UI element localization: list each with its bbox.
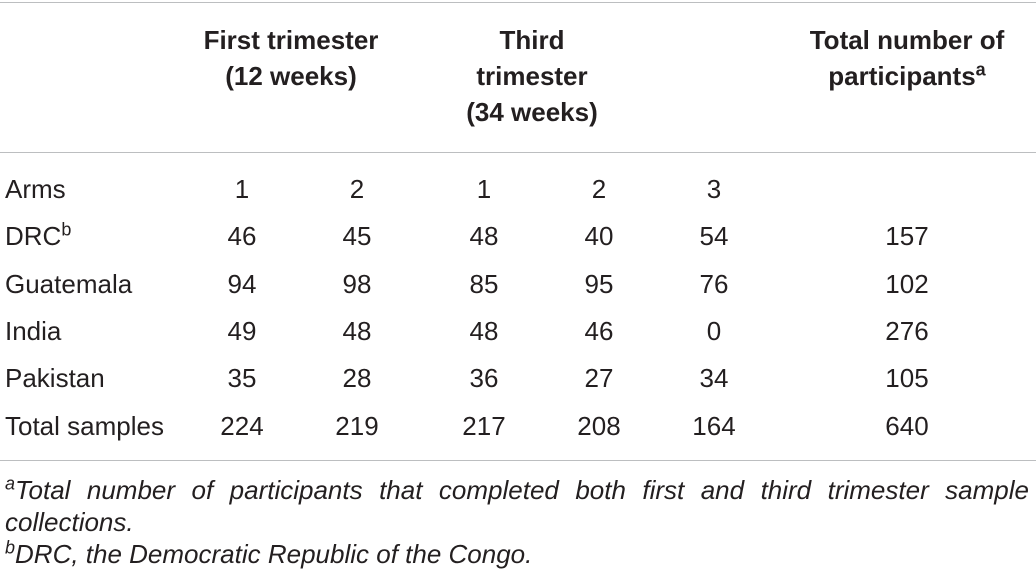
table-cell: 94 — [227, 269, 257, 299]
table-cell: 1 — [234, 174, 250, 204]
footnote-b-mark: b — [5, 537, 16, 558]
table-row: DRCb 46 45 48 40 54 157 — [0, 212, 1036, 260]
footnote-mark-b: b — [61, 219, 72, 240]
row-label-text: DRC — [5, 221, 62, 251]
table-cell: 54 — [699, 221, 729, 251]
header-first-trimester-line2: (12 weeks) — [225, 61, 357, 91]
row-label: Arms — [5, 165, 66, 213]
table-cell: 34 — [699, 363, 729, 393]
table-cell: 76 — [699, 269, 729, 299]
table-cell: 276 — [885, 316, 929, 346]
table-cell: 102 — [885, 269, 929, 299]
header-total-participants-text: participants — [828, 61, 976, 91]
row-label-text: India — [5, 316, 62, 346]
table-row: India 49 48 48 46 0 276 — [0, 307, 1036, 355]
header-third-trimester-line1: Third — [499, 25, 565, 55]
table-cell: 48 — [469, 221, 499, 251]
table-cell: 28 — [342, 363, 372, 393]
row-label: Guatemala — [5, 260, 132, 308]
table-cell: 2 — [349, 174, 365, 204]
table-row: Arms 1 2 1 2 3 — [0, 165, 1036, 213]
footnote-mark-a: a — [975, 59, 986, 80]
table-cell: 224 — [220, 411, 264, 441]
header-third-trimester: Third trimester (34 weeks) — [432, 22, 632, 130]
table-cell: 46 — [584, 316, 614, 346]
table-cell: 98 — [342, 269, 372, 299]
header-first-trimester: First trimester (12 weeks) — [180, 22, 402, 94]
header-total-participants: Total number of participantsa — [780, 22, 1034, 94]
table-cell: 157 — [885, 221, 929, 251]
table-cell: 217 — [462, 411, 506, 441]
table-cell: 95 — [584, 269, 614, 299]
header-third-trimester-line2: trimester — [476, 61, 588, 91]
footnote-b-text: DRC, the Democratic Republic of the Cong… — [15, 539, 533, 569]
table-cell: 36 — [469, 363, 499, 393]
table-cell: 3 — [706, 174, 722, 204]
table-row: Pakistan 35 28 36 27 34 105 — [0, 354, 1036, 402]
row-label-text: Guatemala — [5, 269, 133, 299]
table-cell: 164 — [692, 411, 736, 441]
table-cell: 1 — [476, 174, 492, 204]
table-cell: 219 — [335, 411, 379, 441]
table-cell: 85 — [469, 269, 499, 299]
footnote-b: bDRC, the Democratic Republic of the Con… — [5, 538, 1029, 570]
table-cell: 46 — [227, 221, 257, 251]
table-top-rule — [0, 2, 1036, 3]
table-cell: 45 — [342, 221, 372, 251]
footnote-a-text: Total number of participants that comple… — [5, 475, 1029, 537]
table-cell: 0 — [706, 316, 722, 346]
footnote-a-mark: a — [5, 473, 16, 494]
footnote-a: aTotal number of participants that compl… — [5, 474, 1029, 538]
table-cell: 40 — [584, 221, 614, 251]
table-bottom-rule — [0, 460, 1036, 461]
table-cell: 27 — [584, 363, 614, 393]
row-label: Pakistan — [5, 354, 105, 402]
table-cell: 35 — [227, 363, 257, 393]
row-label: India — [5, 307, 61, 355]
header-first-trimester-line1: First trimester — [203, 25, 379, 55]
table-cell: 49 — [227, 316, 257, 346]
table-row: Total samples 224 219 217 208 164 640 — [0, 402, 1036, 450]
table-cell: 208 — [577, 411, 621, 441]
table-row: Guatemala 94 98 85 95 76 102 — [0, 260, 1036, 308]
table-header-rule — [0, 152, 1036, 153]
row-label: DRCb — [5, 212, 71, 260]
table-cell: 105 — [885, 363, 929, 393]
table-cell: 640 — [885, 411, 929, 441]
table-cell: 48 — [469, 316, 499, 346]
header-total-participants-line2: participantsa — [780, 58, 1034, 94]
table-cell: 2 — [591, 174, 607, 204]
row-label-text: Total samples — [5, 411, 164, 441]
header-total-participants-line1: Total number of — [809, 25, 1005, 55]
header-third-trimester-line3: (34 weeks) — [466, 97, 598, 127]
row-label: Total samples — [5, 402, 164, 450]
row-label-text: Pakistan — [5, 363, 105, 393]
table-cell: 48 — [342, 316, 372, 346]
row-label-text: Arms — [5, 174, 66, 204]
